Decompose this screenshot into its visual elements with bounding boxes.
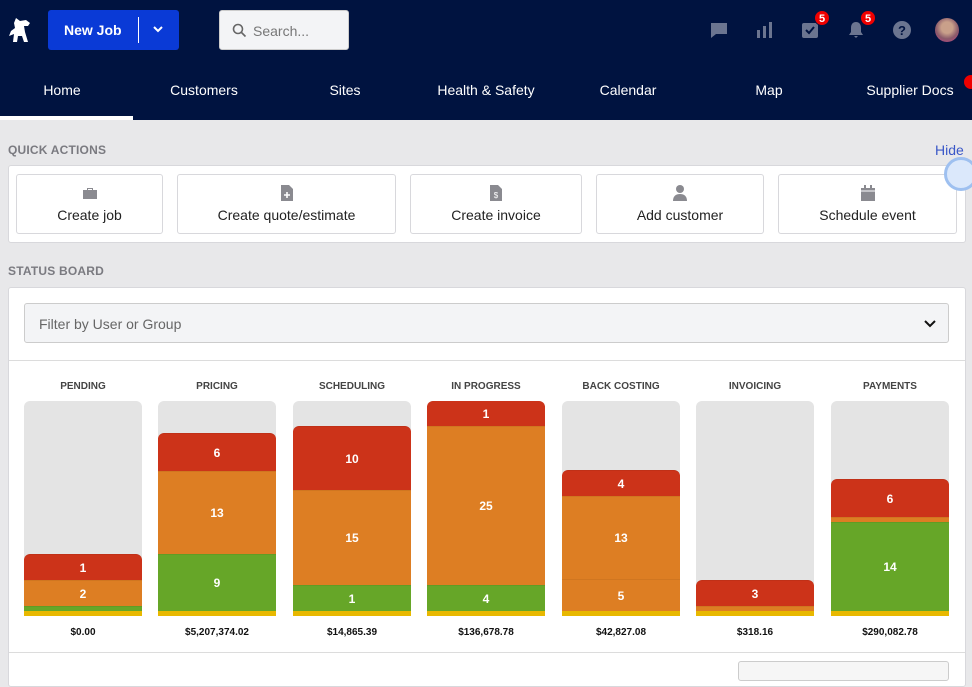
bottom-select[interactable] [738, 661, 949, 681]
segment-red[interactable]: 3 [696, 580, 814, 606]
file-plus-icon [280, 185, 293, 201]
user-avatar[interactable] [935, 18, 959, 42]
add-customer-button[interactable]: Add customer [596, 174, 764, 234]
supplier-docs-badge [963, 74, 972, 90]
new-job-button[interactable]: New Job [48, 10, 179, 50]
column-label-invoicing: INVOICING [728, 381, 782, 392]
column-label-in-progress: IN PROGRESS [451, 381, 521, 392]
tab-map[interactable]: Map [755, 82, 783, 98]
divider [9, 360, 965, 361]
divider [9, 652, 965, 653]
column-label-scheduling: SCHEDULING [318, 381, 386, 392]
segment-orange[interactable]: 13 [158, 471, 276, 554]
tasks-badge: 5 [814, 10, 830, 26]
column-base-bar [293, 611, 411, 616]
status-column-payments[interactable]: 14 6 [831, 401, 949, 616]
segment-orange[interactable] [696, 606, 814, 611]
tab-home[interactable]: Home [43, 82, 81, 98]
segment-red[interactable]: 4 [562, 470, 680, 496]
segment-green[interactable]: 14 [831, 522, 949, 611]
column-label-back-costing: BACK COSTING [582, 381, 660, 392]
tab-health-safety[interactable]: Health & Safety [437, 82, 535, 98]
segment-orange[interactable]: 13 [562, 496, 680, 579]
segment-green[interactable]: 1 [293, 585, 411, 611]
help-icon[interactable]: ? [892, 20, 912, 40]
top-bar: New Job Search... 5 5 ? Home Customers S… [0, 0, 972, 120]
quick-actions-title: QUICK ACTIONS [8, 143, 107, 157]
bell-icon[interactable] [846, 20, 866, 40]
column-base-bar [427, 611, 545, 616]
segment-red[interactable]: 10 [293, 426, 411, 490]
column-label-pending: PENDING [60, 381, 106, 392]
column-amount: $290,082.78 [862, 627, 918, 638]
column-base-bar [562, 611, 680, 616]
segment-red[interactable]: 1 [24, 554, 142, 580]
tasks-check-icon[interactable] [800, 20, 820, 40]
calendar-icon [860, 185, 875, 201]
column-base-bar [158, 611, 276, 616]
segment-orange[interactable]: 25 [427, 426, 545, 585]
tab-supplier-docs[interactable]: Supplier Docs [866, 82, 954, 98]
column-amount: $42,827.08 [595, 627, 647, 638]
status-board-title: STATUS BOARD [8, 264, 104, 278]
dog-logo-icon[interactable] [8, 16, 34, 44]
column-amount: $0.00 [70, 627, 96, 638]
chevron-down-icon [924, 320, 936, 328]
status-column-in-progress[interactable]: 4 25 1 [427, 401, 545, 616]
column-label-payments: PAYMENTS [863, 381, 917, 392]
segment-orange[interactable]: 15 [293, 490, 411, 585]
status-column-scheduling[interactable]: 1 15 10 [293, 401, 411, 616]
column-amount: $14,865.39 [326, 627, 378, 638]
status-column-back-costing[interactable]: 5 13 4 [562, 401, 680, 616]
active-tab-indicator [0, 116, 133, 120]
tab-sites[interactable]: Sites [329, 82, 361, 98]
status-column-pricing[interactable]: 9 13 6 [158, 401, 276, 616]
segment-green[interactable]: 4 [427, 585, 545, 611]
column-amount: $5,207,374.02 [185, 627, 249, 638]
segment-orange[interactable] [831, 517, 949, 522]
segment-orange[interactable]: 5 [562, 579, 680, 611]
column-amount: $136,678.78 [458, 627, 514, 638]
reports-bar-icon[interactable] [755, 20, 775, 40]
column-base-bar [696, 611, 814, 616]
search-input[interactable]: Search... [219, 10, 349, 50]
search-icon [232, 23, 247, 38]
segment-green[interactable]: 9 [158, 554, 276, 611]
notifications-badge: 5 [860, 10, 876, 26]
create-job-button[interactable]: Create job [16, 174, 163, 234]
segment-orange[interactable]: 2 [24, 580, 142, 606]
briefcase-icon [82, 188, 97, 199]
chat-icon[interactable] [709, 20, 729, 40]
tab-calendar[interactable]: Calendar [599, 82, 657, 98]
hide-link[interactable]: Hide [935, 142, 964, 158]
schedule-event-button[interactable]: Schedule event [778, 174, 957, 234]
filter-user-group-select[interactable]: Filter by User or Group [24, 303, 949, 343]
chevron-down-icon[interactable] [152, 23, 164, 35]
floating-help-button[interactable] [944, 157, 972, 191]
segment-red[interactable]: 6 [831, 479, 949, 517]
tab-customers[interactable]: Customers [170, 82, 238, 98]
invoice-dollar-icon: $ [490, 185, 502, 201]
svg-text:$: $ [494, 191, 499, 200]
svg-text:?: ? [898, 23, 906, 38]
status-column-invoicing[interactable]: 3 [696, 401, 814, 616]
create-invoice-button[interactable]: $ Create invoice [410, 174, 582, 234]
column-label-pricing: PRICING [196, 381, 238, 392]
user-icon [673, 185, 687, 201]
segment-green[interactable] [24, 606, 142, 611]
column-amount: $318.16 [736, 627, 774, 638]
create-quote-button[interactable]: Create quote/estimate [177, 174, 396, 234]
column-base-bar [24, 611, 142, 616]
segment-red[interactable]: 1 [427, 401, 545, 426]
segment-red[interactable]: 6 [158, 433, 276, 471]
column-base-bar [831, 611, 949, 616]
